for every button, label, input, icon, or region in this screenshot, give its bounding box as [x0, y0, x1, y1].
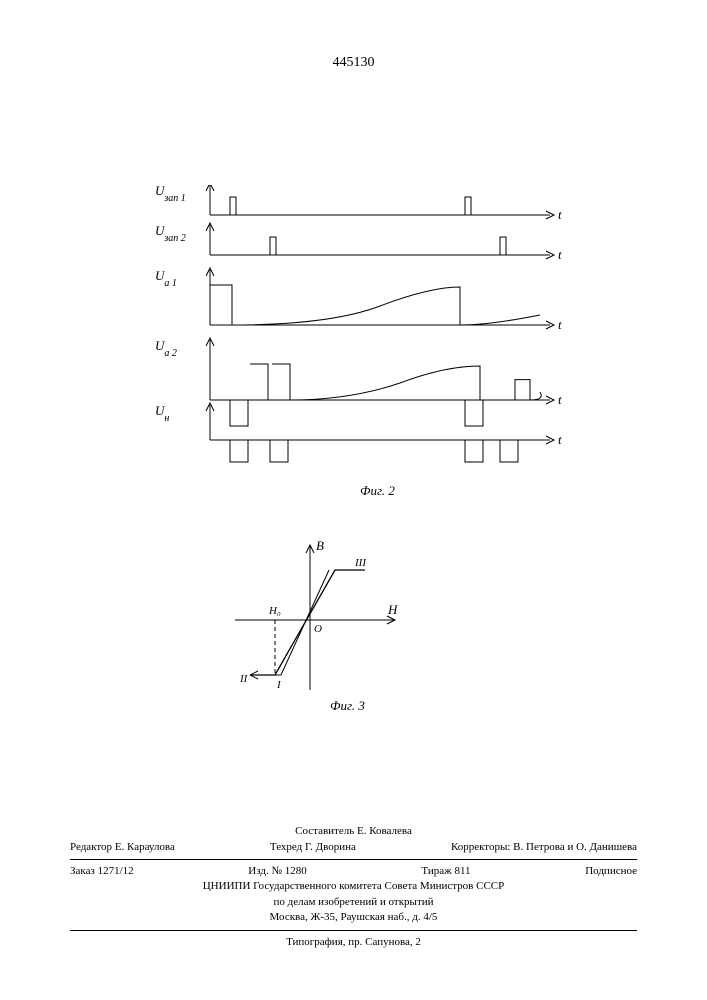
figure-2-svg: t Uзап 1 t Uзап 2 t Ua 1 t Ua 2 t Uн Фиг. 2 — [150, 185, 570, 515]
figure-3-svg: OHBH₀IIIIIIФиг. 3 — [220, 535, 420, 725]
svg-text:t: t — [558, 392, 562, 407]
compiler-line: Составитель Е. Ковалева — [70, 824, 637, 839]
izd-line: Изд. № 1280 — [248, 864, 306, 879]
svg-text:t: t — [558, 317, 562, 332]
footer-divider-1 — [70, 859, 637, 860]
svg-text:III: III — [354, 557, 367, 569]
svg-text:Ua 2: Ua 2 — [155, 338, 177, 359]
typography-line: Типография, пр. Сапунова, 2 — [70, 935, 637, 950]
order-line: Заказ 1271/12 — [70, 864, 134, 879]
svg-text:O: O — [314, 623, 322, 635]
editor-line: Редактор Е. Караулова — [70, 840, 175, 855]
footer-block: Составитель Е. Ковалева Редактор Е. Кара… — [70, 824, 637, 950]
subscr-line: Подписное — [585, 864, 637, 879]
svg-text:H₀: H₀ — [268, 605, 281, 617]
tech-line: Техред Г. Дворина — [270, 840, 356, 855]
svg-text:B: B — [316, 538, 324, 553]
svg-text:t: t — [558, 207, 562, 222]
svg-text:Фиг. 3: Фиг. 3 — [330, 698, 365, 713]
footer-divider-2 — [70, 930, 637, 931]
svg-text:Ua 1: Ua 1 — [155, 268, 177, 289]
svg-text:Uн: Uн — [155, 403, 169, 424]
figure-3: OHBH₀IIIIIIФиг. 3 — [220, 535, 420, 730]
correctors-line: Корректоры: В. Петрова и О. Данишева — [451, 840, 637, 855]
compiler-name: Е. Ковалева — [357, 825, 412, 837]
document-number: 445130 — [0, 55, 707, 71]
compiler-label: Составитель — [295, 825, 354, 837]
svg-text:Uзап 2: Uзап 2 — [155, 223, 186, 244]
svg-text:t: t — [558, 432, 562, 447]
svg-text:Uзап 1: Uзап 1 — [155, 185, 186, 204]
svg-text:H: H — [387, 602, 398, 617]
figure-2: t Uзап 1 t Uзап 2 t Ua 1 t Ua 2 t Uн Фиг. 2 — [150, 185, 570, 515]
svg-text:t: t — [558, 247, 562, 262]
svg-text:I: I — [276, 679, 282, 691]
svg-text:Фиг. 2: Фиг. 2 — [360, 483, 395, 498]
svg-text:II: II — [239, 673, 249, 685]
tirazh-line: Тираж 811 — [421, 864, 470, 879]
institution: ЦНИИПИ Государственного комитета Совета … — [70, 879, 637, 925]
